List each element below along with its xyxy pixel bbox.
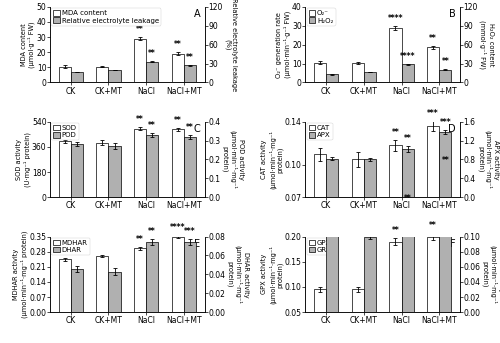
Legend: SOD, POD: SOD, POD	[52, 123, 79, 140]
Text: **: **	[174, 40, 182, 49]
Bar	[390, 145, 402, 273]
Bar	[184, 137, 196, 197]
Text: **: **	[404, 134, 411, 143]
Text: D: D	[448, 124, 456, 134]
Bar	[146, 135, 158, 197]
Text: C: C	[194, 124, 200, 134]
Text: **: **	[136, 115, 144, 124]
Text: **: **	[392, 128, 400, 137]
Bar	[314, 289, 326, 337]
Y-axis label: SOD activity
(U·mg⁻¹ protein): SOD activity (U·mg⁻¹ protein)	[16, 132, 30, 187]
Text: **: **	[148, 227, 156, 236]
Bar	[439, 132, 452, 197]
Bar	[96, 67, 108, 82]
Bar	[172, 237, 184, 312]
Text: **: **	[174, 116, 182, 125]
Y-axis label: Relative electrolyte leakage
(%): Relative electrolyte leakage (%)	[224, 0, 237, 91]
Text: **: **	[148, 121, 156, 130]
Bar	[390, 241, 402, 337]
Text: ****: ****	[388, 14, 403, 23]
Bar	[402, 64, 413, 82]
Bar	[402, 149, 413, 197]
Text: ***: ***	[184, 227, 196, 236]
Y-axis label: O₂⁻ generation rate
(μmol·min⁻¹·g⁻¹ FW): O₂⁻ generation rate (μmol·min⁻¹·g⁻¹ FW)	[276, 11, 290, 78]
Bar	[146, 62, 158, 82]
Bar	[352, 289, 364, 337]
Text: E: E	[194, 239, 200, 249]
Text: **: **	[404, 194, 411, 203]
Bar	[134, 248, 146, 312]
Bar	[427, 47, 439, 82]
Bar	[364, 237, 376, 312]
Bar	[352, 62, 364, 82]
Bar	[184, 242, 196, 312]
Bar	[108, 272, 120, 312]
Y-axis label: GPX activity
(μmol·min⁻¹·mg⁻¹
protein): GPX activity (μmol·min⁻¹·mg⁻¹ protein)	[261, 245, 283, 304]
Bar	[314, 62, 326, 82]
Text: **: **	[186, 53, 194, 62]
Y-axis label: MDA content
(μmol·g⁻¹ FW): MDA content (μmol·g⁻¹ FW)	[20, 21, 36, 68]
Y-axis label: GR activity
(μmol·min⁻¹·mg⁻¹
protein): GR activity (μmol·min⁻¹·mg⁻¹ protein)	[482, 245, 500, 304]
Text: **: **	[442, 57, 449, 66]
Bar	[58, 259, 71, 312]
Text: **: **	[148, 49, 156, 58]
Bar	[172, 129, 184, 197]
Text: **: **	[136, 25, 144, 34]
Bar	[402, 210, 413, 312]
Y-axis label: APX activity
(μmol·min⁻¹·mg⁻¹
protein): APX activity (μmol·min⁻¹·mg⁻¹ protein)	[477, 130, 499, 189]
Bar	[184, 66, 196, 82]
Text: **: **	[136, 235, 144, 244]
Y-axis label: MDHAR activity
(μmol·min⁻¹·mg⁻¹ protein): MDHAR activity (μmol·min⁻¹·mg⁻¹ protein)	[14, 230, 28, 318]
Legend: GPX, GR: GPX, GR	[306, 238, 334, 255]
Bar	[71, 144, 83, 197]
Bar	[71, 269, 83, 312]
Bar	[71, 72, 83, 82]
Bar	[427, 237, 439, 337]
Bar	[364, 72, 376, 82]
Text: **: **	[442, 156, 449, 165]
Text: ***: ***	[428, 109, 439, 118]
Legend: MDHAR, DHAR: MDHAR, DHAR	[52, 238, 90, 255]
Bar	[326, 158, 338, 197]
Text: ****: ****	[400, 52, 415, 61]
Bar	[96, 143, 108, 197]
Text: **: **	[186, 123, 194, 132]
Text: F: F	[450, 239, 456, 249]
Bar	[326, 233, 338, 312]
Text: **: **	[430, 221, 437, 230]
Bar	[390, 28, 402, 82]
Text: **: **	[430, 34, 437, 43]
Bar	[352, 159, 364, 273]
Bar	[58, 141, 71, 197]
Legend: O₂⁻, H₂O₂: O₂⁻, H₂O₂	[306, 8, 336, 26]
Bar	[326, 74, 338, 82]
Bar	[108, 70, 120, 82]
Bar	[427, 126, 439, 273]
Bar	[134, 129, 146, 197]
Text: B: B	[448, 9, 456, 19]
Y-axis label: CAT activity
(μmol·min⁻¹·mg⁻¹
protein): CAT activity (μmol·min⁻¹·mg⁻¹ protein)	[261, 130, 283, 189]
Text: **: **	[392, 226, 400, 235]
Bar	[439, 172, 452, 312]
Bar	[172, 54, 184, 82]
Bar	[96, 256, 108, 312]
Text: ***: ***	[440, 118, 451, 127]
Bar	[108, 146, 120, 197]
Text: ****: ****	[170, 223, 186, 232]
Bar	[146, 242, 158, 312]
Bar	[439, 70, 452, 82]
Bar	[134, 39, 146, 82]
Bar	[314, 154, 326, 273]
Legend: MDA content, Relative electrolyte leakage: MDA content, Relative electrolyte leakag…	[52, 8, 161, 26]
Y-axis label: H₂O₂ content
(mmol·g⁻¹ FW): H₂O₂ content (mmol·g⁻¹ FW)	[479, 20, 494, 69]
Y-axis label: POD activity
(μmol·min⁻¹·mg⁻¹
protein): POD activity (μmol·min⁻¹·mg⁻¹ protein)	[222, 130, 244, 189]
Text: A: A	[194, 9, 200, 19]
Bar	[364, 159, 376, 197]
Legend: CAT, APX: CAT, APX	[306, 123, 333, 140]
Y-axis label: DHAR activity
(μmol·min⁻¹·mg⁻¹
protein): DHAR activity (μmol·min⁻¹·mg⁻¹ protein)	[226, 245, 249, 304]
Bar	[58, 67, 71, 82]
